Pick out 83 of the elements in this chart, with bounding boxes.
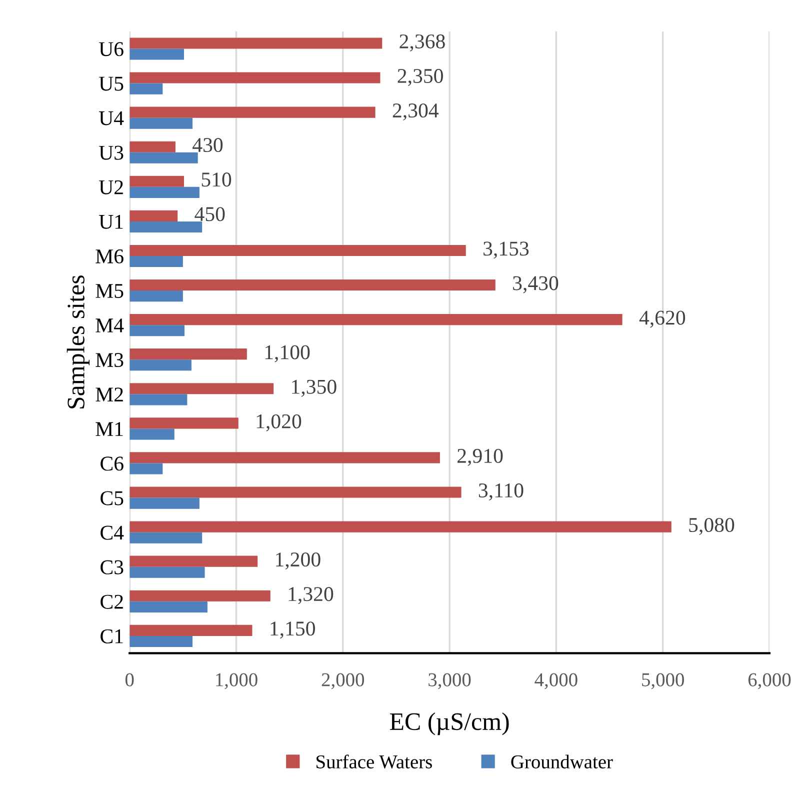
bar bbox=[130, 636, 193, 647]
y-tick-label: M4 bbox=[96, 318, 124, 332]
data-label: 1,350 bbox=[292, 380, 336, 397]
bar bbox=[130, 428, 174, 440]
bar bbox=[130, 210, 178, 222]
y-tick-label: M5 bbox=[96, 284, 124, 298]
legend-label: Surface Waters bbox=[316, 754, 432, 769]
bar bbox=[130, 521, 672, 532]
y-tick-label: C6 bbox=[100, 456, 124, 471]
data-label: 2,350 bbox=[398, 68, 443, 86]
y-tick-label: C2 bbox=[100, 594, 123, 609]
legend-label: Groundwater bbox=[511, 754, 613, 768]
bar bbox=[130, 383, 274, 394]
y-tick-label: U3 bbox=[99, 146, 124, 160]
bar bbox=[130, 394, 188, 406]
y-tick-label: C4 bbox=[100, 526, 124, 540]
y-tick-label: U1 bbox=[99, 214, 123, 229]
data-label: 3,430 bbox=[513, 276, 558, 294]
bar bbox=[130, 38, 382, 49]
y-tick-label: M2 bbox=[96, 388, 123, 402]
bar bbox=[130, 72, 380, 84]
y-tick-label: C5 bbox=[100, 491, 124, 506]
y-tick-label: U2 bbox=[99, 180, 123, 194]
bar bbox=[130, 418, 238, 429]
bar bbox=[130, 186, 200, 198]
bar bbox=[130, 176, 184, 187]
data-label: 450 bbox=[194, 207, 225, 222]
data-label: 510 bbox=[202, 172, 232, 187]
bar bbox=[130, 314, 622, 326]
bar bbox=[130, 279, 496, 291]
bar bbox=[130, 48, 184, 60]
bar bbox=[130, 152, 198, 164]
data-label: 2,304 bbox=[392, 103, 439, 121]
data-label: 4,620 bbox=[639, 310, 686, 328]
y-tick-label: C3 bbox=[100, 560, 124, 574]
bar bbox=[130, 486, 462, 498]
x-tick-label: 4,000 bbox=[534, 673, 578, 690]
x-tick-label: 5,000 bbox=[642, 673, 684, 690]
bar bbox=[130, 601, 208, 612]
bar bbox=[130, 83, 163, 94]
y-tick-label: U5 bbox=[99, 76, 124, 91]
y-tick-label: M6 bbox=[96, 249, 124, 264]
y-tick-label: M3 bbox=[96, 353, 124, 368]
bar bbox=[130, 325, 185, 336]
data-label: 2,368 bbox=[400, 34, 445, 52]
x-tick-label: 0 bbox=[125, 673, 134, 686]
x-tick-label: 6,000 bbox=[748, 673, 791, 690]
data-label: 1,020 bbox=[256, 414, 302, 432]
bar bbox=[130, 624, 252, 636]
bar bbox=[130, 532, 202, 544]
data-label: 1,200 bbox=[276, 552, 320, 570]
bar bbox=[130, 290, 183, 302]
bar bbox=[130, 256, 183, 268]
x-tick-label: 1,000 bbox=[216, 673, 258, 690]
y-axis-title: Samples sites bbox=[66, 276, 90, 408]
bar bbox=[130, 118, 193, 129]
data-label: 1,320 bbox=[288, 587, 334, 604]
bar bbox=[130, 566, 205, 578]
bar bbox=[130, 106, 376, 118]
bar bbox=[130, 360, 192, 371]
bar bbox=[130, 498, 200, 509]
bar bbox=[130, 141, 176, 152]
data-label: 5,080 bbox=[689, 518, 734, 536]
y-tick-label: U6 bbox=[99, 42, 124, 56]
data-label: 2,910 bbox=[458, 448, 503, 466]
x-tick-label: 2,000 bbox=[322, 673, 364, 690]
bar bbox=[130, 590, 270, 602]
bar bbox=[130, 463, 163, 474]
bar bbox=[130, 556, 258, 567]
bar bbox=[130, 452, 440, 464]
data-label: 1,150 bbox=[270, 622, 315, 639]
bar bbox=[130, 348, 247, 360]
bar bbox=[130, 244, 466, 256]
data-label: 1,100 bbox=[265, 345, 310, 362]
y-tick-label: M1 bbox=[96, 422, 123, 436]
data-label: 430 bbox=[192, 138, 223, 152]
x-axis-title: EC (µS/cm) bbox=[390, 712, 509, 736]
data-label: 3,110 bbox=[478, 483, 524, 500]
data-label: 3,153 bbox=[484, 242, 529, 259]
y-tick-label: C1 bbox=[100, 629, 123, 644]
x-tick-label: 3,000 bbox=[428, 673, 471, 690]
bar bbox=[130, 221, 202, 233]
y-tick-label: U4 bbox=[99, 111, 124, 126]
